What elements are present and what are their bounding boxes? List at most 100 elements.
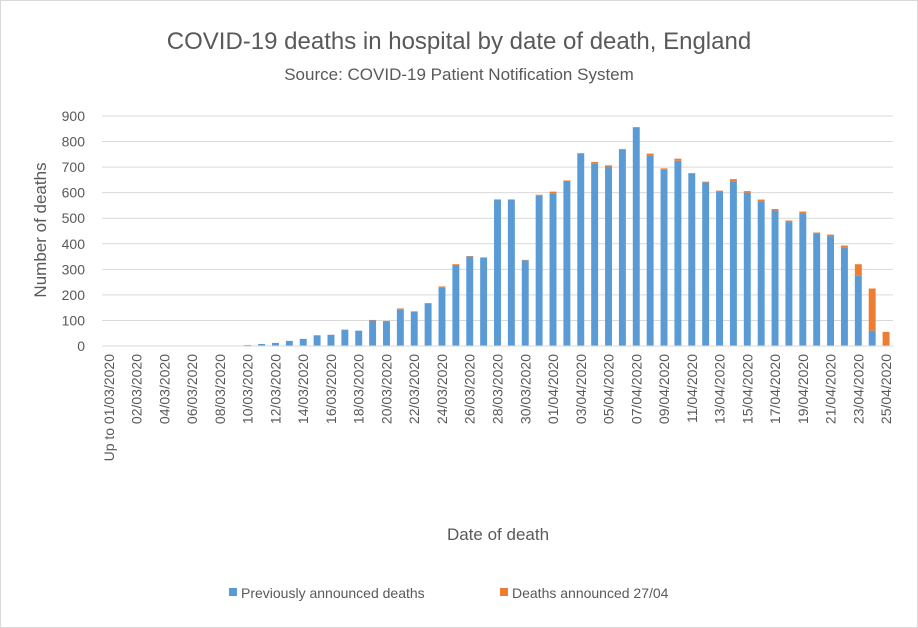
legend-label-previous: Previously announced deaths [241, 585, 425, 601]
bar-previous [799, 213, 807, 346]
bar-announced [521, 259, 529, 261]
legend-label-announced: Deaths announced 27/04 [512, 585, 669, 601]
x-tick-label: 06/03/2020 [184, 354, 200, 424]
bar-previous [813, 233, 821, 346]
x-tick-label: 04/03/2020 [156, 354, 172, 424]
bar-previous [244, 344, 252, 346]
y-axis-title: Number of deaths [31, 162, 50, 297]
bar-announced [563, 180, 571, 181]
x-tick-label: 14/03/2020 [295, 354, 311, 424]
bar-previous [271, 342, 279, 346]
bar-previous [591, 163, 599, 346]
bar-announced [549, 191, 557, 194]
x-tick-label: 22/03/2020 [406, 354, 422, 424]
bar-previous [757, 201, 765, 346]
x-axis-title: Date of death [447, 525, 549, 544]
bar-previous [563, 180, 571, 346]
y-tick-label: 900 [62, 108, 86, 124]
bar-previous [369, 320, 377, 346]
x-tick-label: 13/04/2020 [712, 354, 728, 424]
chart-title: COVID-19 deaths in hospital by date of d… [167, 28, 751, 55]
legend: Previously announced deaths Deaths annou… [229, 585, 669, 601]
x-tick-label: 21/04/2020 [823, 354, 839, 424]
bar-announced [646, 153, 654, 156]
bar-previous [521, 260, 529, 346]
bar-previous [674, 160, 682, 346]
y-tick-label: 400 [62, 236, 86, 252]
x-tick-label: 17/04/2020 [767, 354, 783, 424]
bar-announced [480, 257, 488, 258]
bar-announced [743, 191, 751, 193]
bar-announced [632, 126, 640, 128]
y-tick-label: 0 [77, 338, 85, 354]
y-tick-label: 100 [62, 312, 86, 328]
bar-announced [785, 220, 793, 223]
bar-previous [632, 127, 640, 346]
y-tick-label: 200 [62, 287, 86, 303]
x-tick-label: 09/04/2020 [656, 354, 672, 424]
y-tick-label: 500 [62, 210, 86, 226]
bar-previous [702, 182, 710, 346]
bar-announced [882, 331, 890, 346]
x-tick-label: 28/03/2020 [490, 354, 506, 424]
bar-previous [743, 192, 751, 346]
x-tick-label: 25/04/2020 [878, 354, 894, 424]
bar-announced [424, 303, 432, 304]
x-tick-label: 05/04/2020 [601, 354, 617, 424]
bar-announced [369, 319, 377, 321]
bar-announced [660, 168, 668, 170]
bars [244, 126, 890, 346]
bar-previous [605, 166, 612, 346]
x-tick-label: 03/04/2020 [573, 354, 589, 424]
legend-swatch-previous [229, 588, 237, 596]
bar-announced [410, 311, 418, 312]
bar-announced [466, 256, 474, 257]
bar-announced [688, 172, 696, 174]
bar-previous [785, 222, 793, 346]
x-tick-label: 20/03/2020 [378, 354, 394, 424]
bar-previous [577, 153, 585, 346]
x-tick-label: 26/03/2020 [462, 354, 478, 424]
bar-previous [299, 338, 307, 346]
chart-subtitle: Source: COVID-19 Patient Notification Sy… [284, 65, 634, 84]
bar-previous [646, 155, 654, 346]
x-tick-label: 24/03/2020 [434, 354, 450, 424]
bar-previous [660, 169, 668, 346]
bar-announced [591, 162, 599, 164]
bar-announced [827, 234, 835, 237]
bar-announced [702, 181, 710, 183]
x-tick-label: 16/03/2020 [323, 354, 339, 424]
bar-previous [854, 275, 862, 346]
bar-previous [868, 330, 876, 346]
y-axis-ticks: 0 100 200 300 400 500 600 700 800 900 [62, 108, 86, 354]
bar-previous [618, 149, 626, 346]
bar-previous [729, 181, 737, 346]
bar-previous [466, 256, 474, 346]
x-tick-label: Up to 01/03/2020 [101, 354, 117, 462]
bar-announced [605, 165, 612, 167]
bar-previous [438, 287, 446, 346]
bar-previous [549, 193, 557, 346]
bar-previous [285, 340, 293, 346]
x-tick-label: 01/04/2020 [545, 354, 561, 424]
x-tick-label: 10/03/2020 [240, 354, 256, 424]
bar-previous [507, 199, 515, 346]
x-tick-label: 19/04/2020 [795, 354, 811, 424]
x-tick-label: 12/03/2020 [267, 354, 283, 424]
bar-previous [716, 191, 724, 346]
bar-announced [383, 320, 390, 322]
bar-announced [494, 199, 501, 200]
bar-previous [480, 257, 488, 346]
bar-announced [716, 190, 724, 192]
y-tick-label: 700 [62, 159, 86, 175]
x-tick-label: 02/03/2020 [129, 354, 145, 424]
bar-previous [327, 334, 335, 346]
x-tick-label: 23/04/2020 [850, 354, 866, 424]
y-tick-label: 300 [62, 261, 86, 277]
bar-announced [535, 194, 543, 196]
x-tick-label: 30/03/2020 [517, 354, 533, 424]
bar-announced [757, 199, 765, 202]
x-tick-label: 07/04/2020 [628, 354, 644, 424]
bar-announced [577, 153, 585, 154]
